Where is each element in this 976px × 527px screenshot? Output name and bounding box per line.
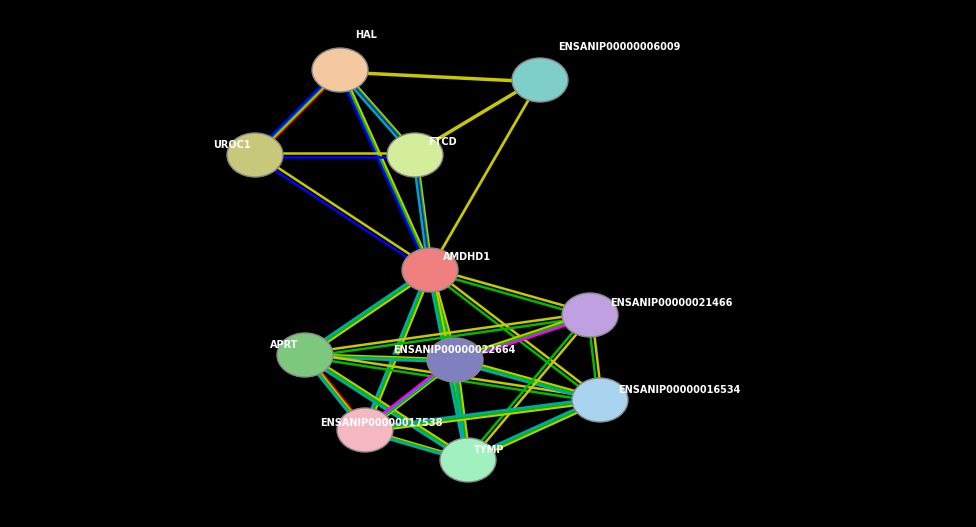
Ellipse shape — [440, 438, 496, 482]
Ellipse shape — [227, 133, 283, 177]
Text: FTCD: FTCD — [428, 137, 457, 147]
Ellipse shape — [277, 333, 333, 377]
Text: ENSANIP00000006009: ENSANIP00000006009 — [558, 42, 680, 52]
Ellipse shape — [387, 133, 443, 177]
Text: ENSANIP00000022664: ENSANIP00000022664 — [393, 345, 515, 355]
Text: ENSANIP00000021466: ENSANIP00000021466 — [610, 298, 732, 308]
Text: ENSANIP00000017538: ENSANIP00000017538 — [320, 418, 442, 428]
Ellipse shape — [512, 58, 568, 102]
Text: AMDHD1: AMDHD1 — [443, 252, 491, 262]
Text: HAL: HAL — [355, 30, 377, 40]
Text: ENSANIP00000016534: ENSANIP00000016534 — [618, 385, 741, 395]
Ellipse shape — [427, 338, 483, 382]
Text: UROC1: UROC1 — [213, 140, 251, 150]
Ellipse shape — [402, 248, 458, 292]
Ellipse shape — [562, 293, 618, 337]
Ellipse shape — [337, 408, 393, 452]
Text: TYMP: TYMP — [474, 445, 505, 455]
Text: APRT: APRT — [270, 340, 299, 350]
Ellipse shape — [312, 48, 368, 92]
Ellipse shape — [572, 378, 628, 422]
